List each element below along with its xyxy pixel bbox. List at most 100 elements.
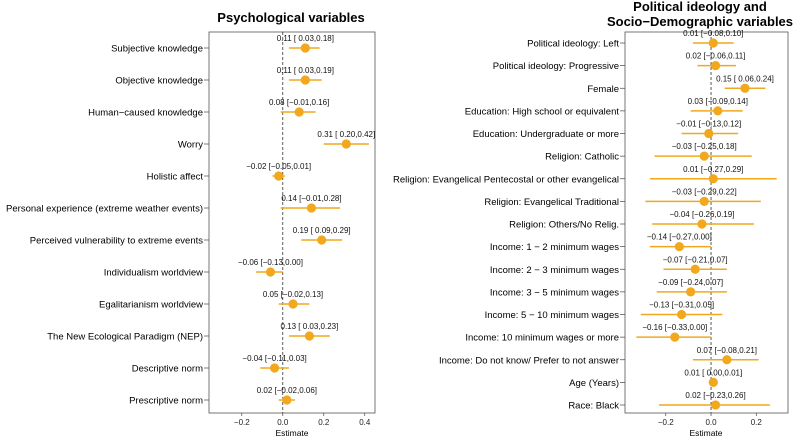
- row-label: Perceived vulnerability to extreme event…: [30, 236, 203, 247]
- estimate-ci-label: 0.02 [−0.23,0.26]: [685, 391, 745, 400]
- estimate-ci-label: 0.08 [−0.01,0.16]: [269, 98, 329, 107]
- row-label: Education: High school or equivalent: [465, 106, 620, 117]
- estimate-ci-label: −0.02 [−0.05,0.01]: [246, 162, 311, 171]
- forest-row: Human−caused knowledge 0.08 [−0.01,0.16]: [88, 98, 329, 119]
- forest-row: The New Ecological Paradigm (NEP) 0.13 [ …: [47, 322, 338, 343]
- estimate-ci-label: −0.13 [−0.31,0.05]: [649, 301, 714, 310]
- estimate-point: [306, 203, 317, 213]
- estimate-ci-label: 0.01 [−0.08,0.10]: [683, 29, 743, 38]
- forest-row: Income: 10 minimum wages or more −0.16 [−…: [465, 323, 712, 344]
- plot-frame: [208, 31, 376, 414]
- estimate-point: [708, 174, 718, 184]
- estimate-point: [294, 107, 304, 117]
- x-axis: −0.2 0.0 0.2 0.4: [234, 413, 371, 427]
- row-label: Worry: [178, 140, 203, 151]
- forest-row: Political ideology: Left 0.01 [−0.08,0.10…: [527, 29, 743, 50]
- estimate-point: [300, 75, 310, 85]
- row-label: Political ideology: Progressive: [493, 61, 619, 72]
- estimate-ci-label: 0.13 [ 0.03,0.23]: [281, 322, 339, 331]
- row-label: Female: [587, 84, 619, 95]
- row-label: Holistic affect: [147, 172, 204, 183]
- row-label: Individualism worldview: [104, 268, 203, 279]
- estimate-ci-label: −0.06 [−0.13,0.00]: [238, 258, 303, 267]
- x-tick-label: 0.0: [705, 418, 717, 427]
- estimate-ci-label: −0.16 [−0.33,0.00]: [642, 323, 707, 332]
- estimate-point: [676, 309, 687, 320]
- forest-row: Individualism worldview −0.06 [−0.13,0.00…: [104, 258, 303, 279]
- x-axis-label: Estimate: [689, 428, 722, 438]
- forest-row: Religion: Others/No Relig. −0.04 [−0.26,0…: [509, 210, 755, 231]
- x-tick-label: 0.0: [277, 418, 289, 427]
- estimate-point: [699, 151, 709, 161]
- forest-row: Income: Do not know/ Prefer to not answe…: [439, 346, 759, 366]
- estimate-ci-label: 0.01 [−0.27,0.29]: [683, 165, 743, 174]
- estimate-point: [686, 287, 696, 297]
- forest-row: Descriptive norm −0.04 [−0.11,0.03]: [132, 354, 307, 375]
- forest-row: Education: Undergraduate or more −0.01 [−…: [473, 120, 742, 141]
- row-label: The New Ecological Paradigm (NEP): [47, 332, 203, 343]
- forest-row: Female 0.15 [ 0.06,0.24]: [587, 74, 774, 95]
- estimate-ci-label: −0.01 [−0.13,0.12]: [676, 120, 741, 129]
- estimate-ci-label: 0.02 [−0.06,0.11]: [686, 52, 746, 61]
- forest-row: Age (Years) 0.01 [ 0.00,0.01]: [569, 368, 742, 389]
- x-tick-label: 0.2: [318, 418, 330, 427]
- estimate-ci-label: −0.04 [−0.26,0.19]: [669, 210, 734, 219]
- row-label: Income: 10 minimum wages or more: [465, 333, 619, 344]
- estimate-ci-label: 0.14 [−0.01,0.28]: [281, 194, 341, 203]
- estimate-point: [697, 219, 707, 229]
- estimate-point: [699, 196, 709, 206]
- estimate-point: [269, 363, 280, 373]
- forest-row: Worry 0.31 [ 0.20,0.42]: [178, 130, 375, 151]
- estimate-point: [708, 38, 718, 48]
- estimate-point: [722, 355, 732, 365]
- estimate-ci-label: 0.15 [ 0.06,0.24]: [716, 74, 774, 83]
- estimate-ci-label: 0.11 [ 0.03,0.18]: [277, 34, 334, 43]
- row-label: Egalitarianism worldview: [99, 300, 203, 311]
- forest-row: Income: 3 − 5 minimum wages −0.09 [−0.24,…: [490, 278, 727, 298]
- estimate-point: [708, 377, 718, 387]
- forest-row: Prescriptive norm 0.02 [−0.02,0.06]: [129, 386, 317, 407]
- estimate-point: [317, 235, 327, 245]
- row-label: Income: 3 − 5 minimum wages: [490, 287, 619, 298]
- forest-row: Religion: Catholic −0.03 [−0.25,0.18]: [545, 142, 752, 163]
- x-tick-label: 0.4: [359, 418, 371, 427]
- estimate-point: [265, 267, 276, 277]
- panel-title-line-2: Socio−Demographic variables: [607, 14, 793, 29]
- row-label: Income: 5 − 10 minimum wages: [485, 310, 620, 321]
- row-label: Education: Undergraduate or more: [473, 129, 619, 140]
- estimate-ci-label: −0.07 [−0.21,0.07]: [663, 255, 728, 264]
- row-label: Prescriptive norm: [129, 396, 203, 407]
- estimate-point: [341, 139, 351, 149]
- row-label: Objective knowledge: [115, 76, 203, 87]
- forest-row: Religion: Evangelical Pentecostal or oth…: [393, 165, 777, 185]
- row-label: Subjective knowledge: [111, 44, 203, 55]
- estimate-point: [710, 400, 721, 410]
- estimate-point: [300, 43, 310, 53]
- x-tick-label: 0.2: [751, 418, 763, 427]
- estimate-ci-label: 0.31 [ 0.20,0.42]: [317, 130, 375, 139]
- estimate-ci-label: 0.05 [−0.02,0.13]: [263, 290, 323, 299]
- x-tick-label: −0.2: [234, 418, 250, 427]
- row-label: Religion: Evangelical Pentecostal or oth…: [393, 174, 619, 185]
- row-label: Race: Black: [568, 401, 619, 412]
- forest-row: Religion: Evangelical Traditional −0.03 […: [484, 187, 761, 208]
- forest-row: Egalitarianism worldview 0.05 [−0.02,0.13…: [99, 290, 323, 311]
- forest-row: Holistic affect −0.02 [−0.05,0.01]: [147, 162, 311, 183]
- panel-title: Psychological variables: [217, 10, 364, 25]
- row-label: Descriptive norm: [132, 364, 203, 375]
- panel-psychological-variables: Psychological variables Subjective knowl…: [6, 10, 376, 438]
- estimate-point: [674, 242, 684, 252]
- forest-row: Income: 1 − 2 minimum wages −0.14 [−0.27,…: [490, 233, 712, 254]
- forest-row: Personal experience (extreme weather eve…: [6, 194, 342, 215]
- estimate-point: [710, 61, 721, 71]
- rows: Subjective knowledge 0.11 [ 0.03,0.18] Obj…: [6, 34, 375, 407]
- row-label: Income: 1 − 2 minimum wages: [490, 242, 619, 253]
- plot-frame: [624, 31, 789, 414]
- estimate-point: [704, 128, 714, 139]
- row-label: Human−caused knowledge: [88, 108, 203, 119]
- estimate-point: [274, 171, 284, 181]
- row-label: Religion: Catholic: [545, 152, 619, 163]
- rows: Political ideology: Left 0.01 [−0.08,0.10…: [393, 29, 777, 412]
- x-tick-label: −0.2: [658, 418, 674, 427]
